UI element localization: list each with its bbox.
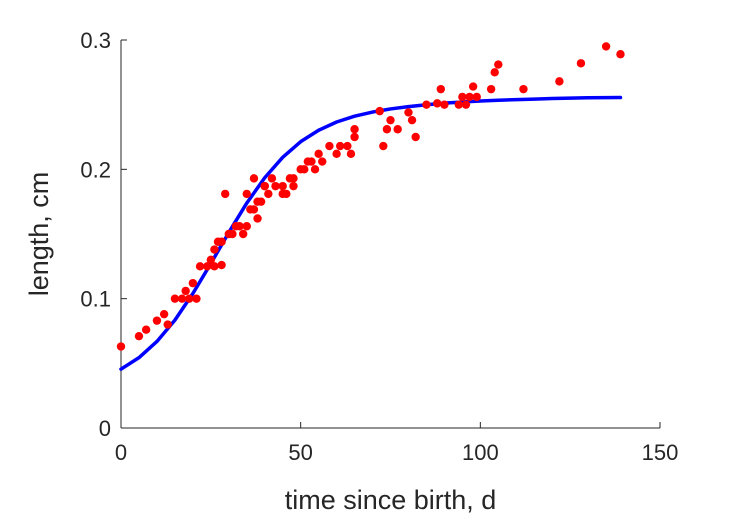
x-ticks: 0 50 100 150 <box>115 422 678 465</box>
data-point <box>325 141 334 151</box>
data-point <box>454 100 463 109</box>
data-point <box>433 99 442 108</box>
data-point <box>260 181 269 191</box>
data-point <box>555 77 564 86</box>
data-point <box>490 68 499 77</box>
data-point <box>472 92 481 102</box>
data-point <box>332 149 341 159</box>
data-point <box>264 189 273 199</box>
data-point <box>177 294 187 303</box>
data-point <box>256 197 266 206</box>
data-point <box>486 84 496 94</box>
data-point <box>242 222 251 231</box>
y-ticks: 0 0.1 0.2 0.3 <box>80 28 127 441</box>
data-point <box>343 141 352 151</box>
data-point <box>382 125 392 134</box>
data-point <box>461 100 471 109</box>
y-tick-label: 0.2 <box>80 157 111 182</box>
data-point <box>282 189 291 199</box>
data-point <box>379 141 388 151</box>
data-point <box>195 262 205 271</box>
data-point <box>210 245 219 254</box>
data-point <box>141 325 151 334</box>
data-point <box>217 237 226 246</box>
x-axis-label: time since birth, d <box>285 485 497 515</box>
data-point <box>411 132 420 142</box>
x-tick-label: 150 <box>642 440 679 465</box>
data-point <box>300 165 309 174</box>
y-axis-label: length, cm <box>24 172 54 297</box>
data-point <box>159 309 169 319</box>
fit-curve-line <box>119 95 623 371</box>
data-point <box>346 149 356 159</box>
data-point <box>210 262 219 271</box>
data-point <box>350 125 359 134</box>
data-point <box>494 60 503 69</box>
data-point <box>185 294 194 303</box>
data-point <box>465 92 474 102</box>
data-point <box>221 189 230 199</box>
data-point <box>170 294 180 303</box>
data-point <box>407 115 417 125</box>
data-point <box>242 189 251 199</box>
data-point <box>271 181 280 191</box>
data-point <box>206 255 216 265</box>
data-point <box>519 84 528 94</box>
y-tick-label: 0.1 <box>80 287 111 312</box>
data-point <box>350 132 359 142</box>
x-tick-label: 0 <box>115 440 127 465</box>
data-point <box>601 42 611 51</box>
data-point <box>203 262 212 271</box>
data-point <box>307 157 316 166</box>
data-point <box>188 278 198 288</box>
data-point <box>314 149 323 159</box>
data-point <box>238 229 248 239</box>
data-point <box>249 174 259 183</box>
data-point <box>335 141 345 151</box>
data-point <box>576 59 586 68</box>
x-tick-label: 50 <box>288 440 312 465</box>
data-point <box>375 106 384 116</box>
x-tick-label: 100 <box>462 440 499 465</box>
data-point <box>192 294 201 303</box>
data-point <box>386 115 395 125</box>
data-point <box>404 108 413 117</box>
data-point <box>181 286 190 296</box>
data-point <box>310 165 320 174</box>
data-point <box>163 320 172 329</box>
data-point <box>468 82 478 91</box>
series-layer <box>116 42 625 371</box>
data-point <box>228 229 237 239</box>
data-point <box>152 316 162 325</box>
data-point <box>393 125 402 134</box>
data-point <box>134 331 144 341</box>
data-point <box>318 157 327 166</box>
data-point <box>235 222 244 231</box>
data-point <box>217 260 226 270</box>
data-point <box>116 342 126 351</box>
data-point <box>436 84 446 94</box>
axes: 0 50 100 150 0 0.1 0.2 0.3 <box>80 28 678 465</box>
data-point <box>616 50 625 59</box>
data-point <box>440 100 449 109</box>
data-point <box>422 100 431 109</box>
y-tick-label: 0 <box>99 416 111 441</box>
data-point <box>249 205 259 214</box>
data-point <box>253 214 262 223</box>
data-point <box>289 174 298 183</box>
y-tick-label: 0.3 <box>80 28 111 53</box>
data-point <box>458 92 467 102</box>
data-point <box>289 181 298 191</box>
data-point <box>267 174 277 183</box>
data-point <box>278 181 287 191</box>
